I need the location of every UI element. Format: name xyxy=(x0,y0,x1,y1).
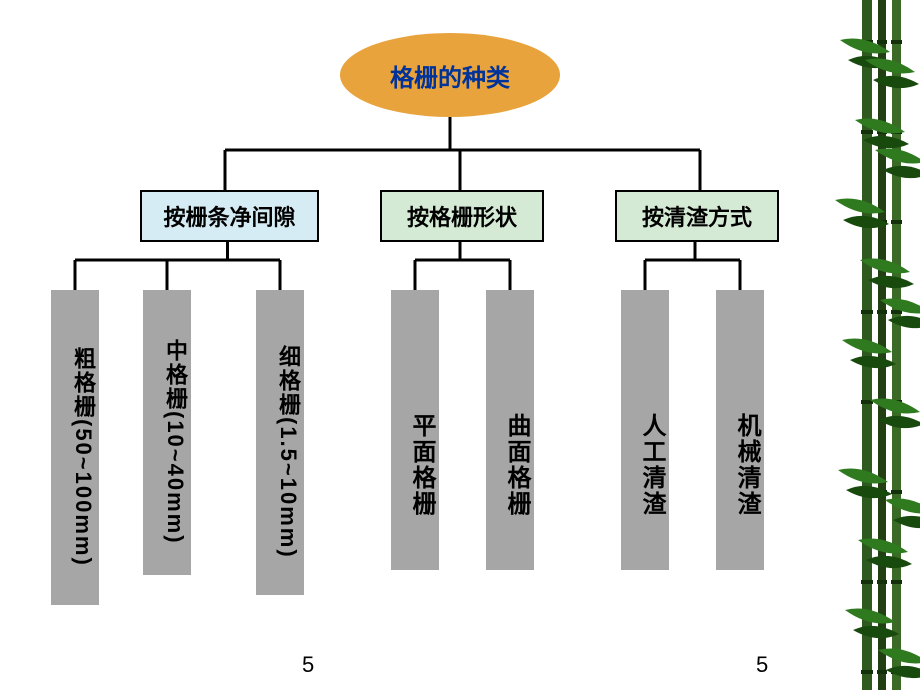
leaf-node: 机械清渣 xyxy=(716,290,764,570)
root-node: 格栅的种类 xyxy=(340,33,560,117)
category-box: 按格栅形状 xyxy=(380,190,544,242)
leaf-node: 人工清渣 xyxy=(621,290,669,570)
leaf-node: 平面格栅 xyxy=(391,290,439,570)
leaf-node: 曲面格栅 xyxy=(486,290,534,570)
leaf-node: 中格栅(10~40mm) xyxy=(143,290,191,575)
category-box: 按栅条净间隙 xyxy=(140,190,319,242)
bamboo-decoration xyxy=(830,0,920,690)
page-number-right: 5 xyxy=(756,652,768,678)
leaf-node: 粗格栅(50~100mm) xyxy=(51,290,99,605)
category-box: 按清渣方式 xyxy=(615,190,779,242)
page-number-left: 5 xyxy=(302,652,314,678)
leaf-node: 细格栅(1.5~10mm) xyxy=(256,290,304,595)
